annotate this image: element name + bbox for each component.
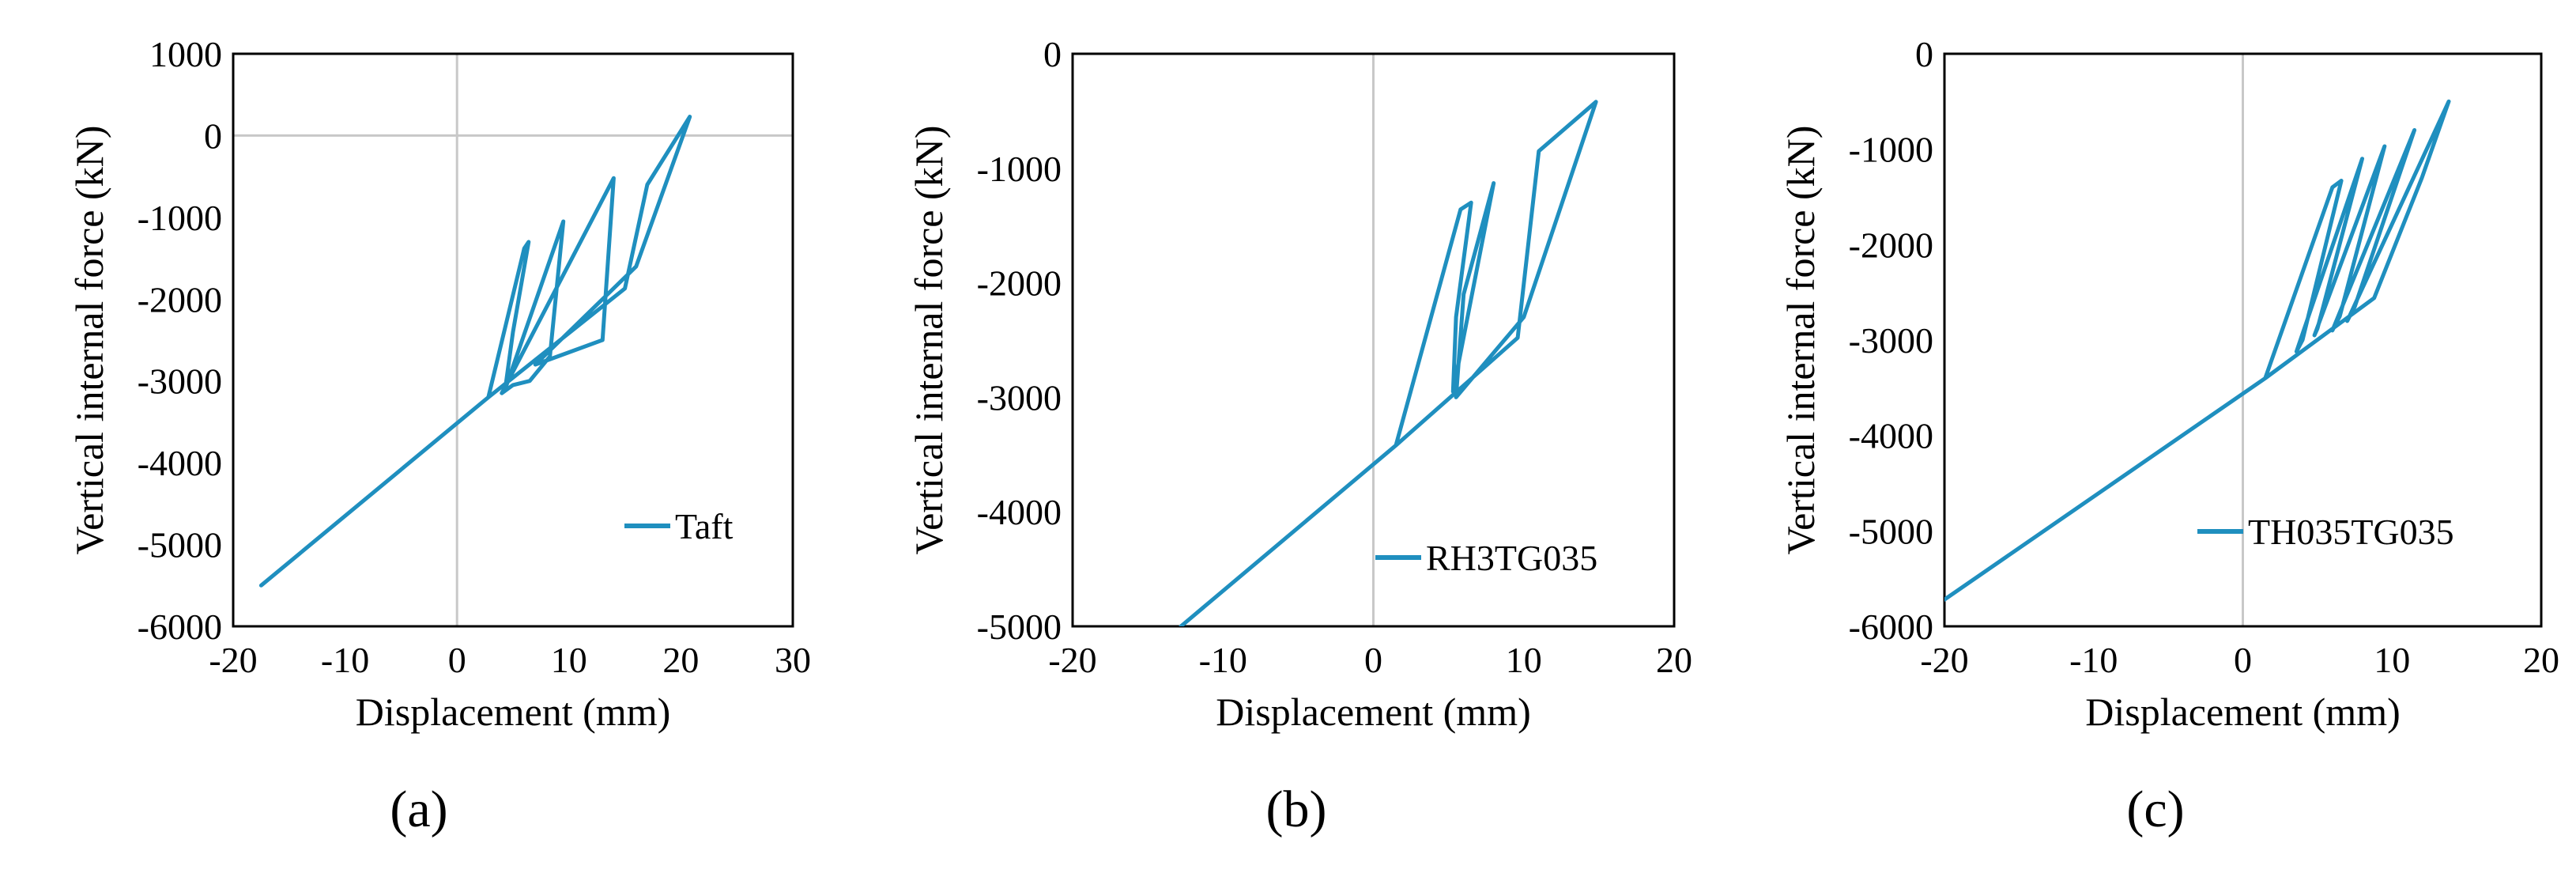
plot-frame bbox=[1071, 52, 1676, 628]
x-tick-label: 20 bbox=[1656, 640, 1692, 680]
x-tick-label: 10 bbox=[2374, 640, 2410, 680]
x-tick-label: 0 bbox=[1364, 640, 1382, 680]
y-tick-label: -1000 bbox=[1849, 130, 1933, 170]
y-tick-label: 0 bbox=[204, 115, 222, 156]
y-tick-label: -6000 bbox=[138, 607, 222, 647]
x-tick-label: -20 bbox=[1920, 640, 1968, 680]
plot-frame bbox=[1943, 52, 2543, 628]
chart-panel-2: 0 -1000 -2000 -3000 -4000 -5000 -6000-20 -10 0 10… bbox=[1778, 34, 2559, 838]
plot-frame bbox=[232, 52, 794, 628]
x-tick-label: 20 bbox=[2523, 640, 2559, 680]
x-tick-label: 20 bbox=[662, 640, 699, 680]
x-tick-label: -20 bbox=[209, 640, 257, 680]
x-axis-title: Displacement (mm) bbox=[356, 690, 671, 734]
y-tick-label: -6000 bbox=[1849, 607, 1933, 647]
y-axis-title: Vertical internal force (kN) bbox=[67, 126, 111, 555]
y-tick-label: -5000 bbox=[138, 525, 222, 565]
y-tick-label: -5000 bbox=[977, 607, 1062, 647]
legend-label: TH035TG035 bbox=[2248, 512, 2454, 552]
series-line-0 bbox=[258, 115, 692, 588]
x-tick-label: -10 bbox=[2069, 640, 2118, 680]
x-tick-label: 10 bbox=[1506, 640, 1542, 680]
panel-label: (c) bbox=[2126, 781, 2184, 838]
series-line-0 bbox=[1944, 99, 2451, 602]
y-tick-label: -1000 bbox=[977, 149, 1062, 189]
x-tick-label: 30 bbox=[775, 640, 811, 680]
legend-label: RH3TG035 bbox=[1426, 538, 1597, 578]
y-axis-title: Vertical internal force (kN) bbox=[907, 126, 951, 555]
x-tick-label: -10 bbox=[321, 640, 369, 680]
x-tick-label: -10 bbox=[1199, 640, 1247, 680]
y-tick-label: -3000 bbox=[977, 377, 1062, 418]
x-tick-label: 10 bbox=[551, 640, 587, 680]
y-tick-label: 1000 bbox=[149, 34, 222, 74]
y-tick-label: -4000 bbox=[1849, 416, 1933, 456]
y-tick-label: -2000 bbox=[1849, 225, 1933, 265]
panel-label: (b) bbox=[1266, 781, 1327, 838]
y-tick-label: -1000 bbox=[138, 198, 222, 238]
y-tick-label: -5000 bbox=[1849, 511, 1933, 551]
y-tick-label: -4000 bbox=[977, 492, 1062, 532]
y-tick-label: -2000 bbox=[977, 263, 1062, 304]
panel-label: (a) bbox=[390, 781, 447, 838]
y-axis-title: Vertical internal force (kN) bbox=[1778, 126, 1823, 555]
y-tick-label: -4000 bbox=[138, 443, 222, 483]
y-tick-label: -2000 bbox=[138, 279, 222, 319]
chart-panel-1: 0 -1000 -2000 -3000 -4000 -5000-20 -10 0 10 20 Dis… bbox=[907, 34, 1692, 838]
y-tick-label: -3000 bbox=[138, 361, 222, 402]
x-axis-title: Displacement (mm) bbox=[1216, 690, 1531, 734]
chart-panel-0: 1000 0 -1000 -2000 -3000 -4000 -5000 -6000-20 -1… bbox=[67, 34, 811, 838]
y-tick-label: 0 bbox=[1043, 34, 1062, 74]
x-tick-label: 0 bbox=[448, 640, 466, 680]
y-tick-label: 0 bbox=[1915, 34, 1933, 74]
legend-label: Taft bbox=[675, 506, 734, 546]
x-axis-title: Displacement (mm) bbox=[2085, 690, 2401, 734]
x-tick-label: -20 bbox=[1048, 640, 1096, 680]
x-tick-label: 0 bbox=[2234, 640, 2252, 680]
y-tick-label: -3000 bbox=[1849, 320, 1933, 361]
series-line-0 bbox=[1179, 100, 1598, 626]
